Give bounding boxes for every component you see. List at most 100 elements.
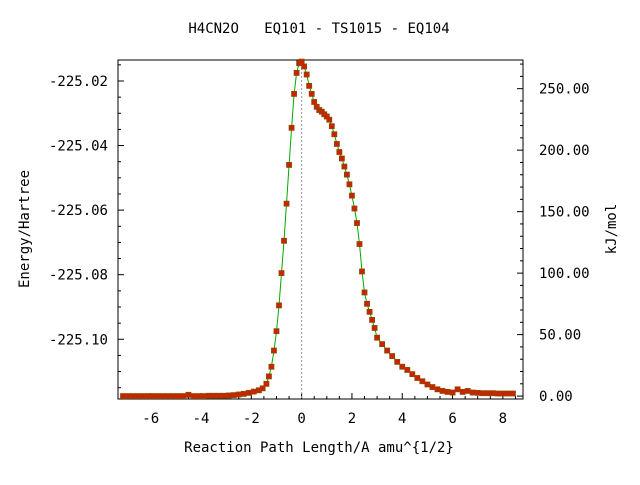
data-point xyxy=(429,384,436,390)
plot-frame xyxy=(117,59,524,400)
x-tick-label: 6 xyxy=(448,411,456,427)
data-point xyxy=(160,393,167,399)
data-point xyxy=(278,270,285,276)
data-point xyxy=(338,155,345,162)
axis-tick-labels: -6 -4 -2 0 2 4 6 8 -225.02 -225.04 -225.06 -225.08 -… xyxy=(49,74,590,427)
data-point xyxy=(371,325,378,331)
data-point xyxy=(306,82,313,89)
data-point xyxy=(399,363,406,370)
data-point xyxy=(268,363,275,370)
y-axis-label-right: kJ/mol xyxy=(604,204,620,255)
data-point xyxy=(180,393,187,399)
data-point xyxy=(384,347,391,354)
data-point xyxy=(414,375,421,381)
data-point xyxy=(361,289,368,296)
x-axis-label: Reaction Path Length/A amu^{1/2} xyxy=(184,440,454,456)
data-point xyxy=(369,316,375,323)
data-point xyxy=(346,181,353,188)
data-point xyxy=(200,393,207,399)
data-point xyxy=(281,237,287,244)
data-point xyxy=(336,149,343,155)
data-point xyxy=(150,393,157,399)
data-point xyxy=(293,70,300,76)
data-point xyxy=(301,63,308,70)
data-point xyxy=(394,358,401,365)
data-point xyxy=(215,392,222,399)
data-point xyxy=(359,268,365,275)
y-right-tick-label: 200.00 xyxy=(539,143,590,159)
data-point xyxy=(259,385,266,392)
data-point xyxy=(303,71,310,78)
data-point xyxy=(379,341,386,348)
data-point xyxy=(245,389,252,396)
data-point xyxy=(288,124,295,131)
data-point xyxy=(419,378,426,385)
data-point xyxy=(298,58,305,65)
data-point xyxy=(409,371,416,378)
y-right-tick-label: 250.00 xyxy=(539,82,590,98)
data-point xyxy=(225,392,232,399)
x-tick-label: 4 xyxy=(398,411,406,427)
data-point xyxy=(389,353,396,359)
data-point xyxy=(351,205,358,212)
data-point xyxy=(474,389,481,396)
data-point xyxy=(230,392,237,399)
data-point xyxy=(130,393,136,399)
data-point xyxy=(266,373,272,380)
data-point xyxy=(333,141,340,147)
data-point xyxy=(444,388,451,395)
data-point xyxy=(140,393,147,399)
data-point xyxy=(273,328,280,335)
x-tick-label: 0 xyxy=(297,411,305,427)
data-point xyxy=(155,393,162,399)
x-tick-label: 8 xyxy=(499,411,507,427)
data-point xyxy=(344,171,350,178)
energy-series xyxy=(120,58,516,399)
data-point xyxy=(185,391,192,398)
data-point xyxy=(250,388,257,395)
data-point xyxy=(341,163,348,170)
y-right-tick-label: 150.00 xyxy=(539,205,590,221)
data-point xyxy=(469,389,476,396)
data-point xyxy=(424,381,431,388)
data-point xyxy=(479,390,486,397)
data-point xyxy=(364,300,370,307)
data-point xyxy=(494,390,501,397)
data-point xyxy=(286,162,292,168)
data-point xyxy=(464,388,471,394)
data-point xyxy=(331,131,338,138)
data-point xyxy=(291,91,297,97)
data-point xyxy=(205,392,212,399)
y-left-tick-label: -225.06 xyxy=(49,203,108,219)
data-point xyxy=(165,393,172,399)
data-point xyxy=(434,386,441,393)
data-point xyxy=(454,386,461,393)
data-point xyxy=(459,388,466,395)
data-point xyxy=(439,388,446,394)
data-point xyxy=(170,393,177,399)
data-point xyxy=(499,390,506,397)
data-point xyxy=(210,392,217,399)
data-point xyxy=(263,380,270,387)
y-left-tick-label: -225.02 xyxy=(49,74,108,90)
data-point xyxy=(484,390,491,397)
y-left-tick-label: -225.04 xyxy=(49,139,108,155)
y-left-tick-label: -225.10 xyxy=(49,332,108,348)
data-point xyxy=(271,347,277,354)
data-point xyxy=(135,393,142,399)
data-point xyxy=(374,334,380,341)
y-axis-label-left: Energy/Hartree xyxy=(17,170,33,288)
data-point xyxy=(190,393,197,399)
data-point xyxy=(125,393,131,399)
data-point xyxy=(505,390,511,397)
data-point xyxy=(328,123,335,130)
data-point xyxy=(404,367,411,373)
data-point xyxy=(175,393,182,399)
y-right-tick-label: 100.00 xyxy=(539,266,590,282)
chart-title: H4CN2O EQ101 - TS1015 - EQ104 xyxy=(188,21,449,37)
data-point xyxy=(449,389,456,396)
data-point xyxy=(354,220,360,226)
data-point xyxy=(489,390,496,397)
